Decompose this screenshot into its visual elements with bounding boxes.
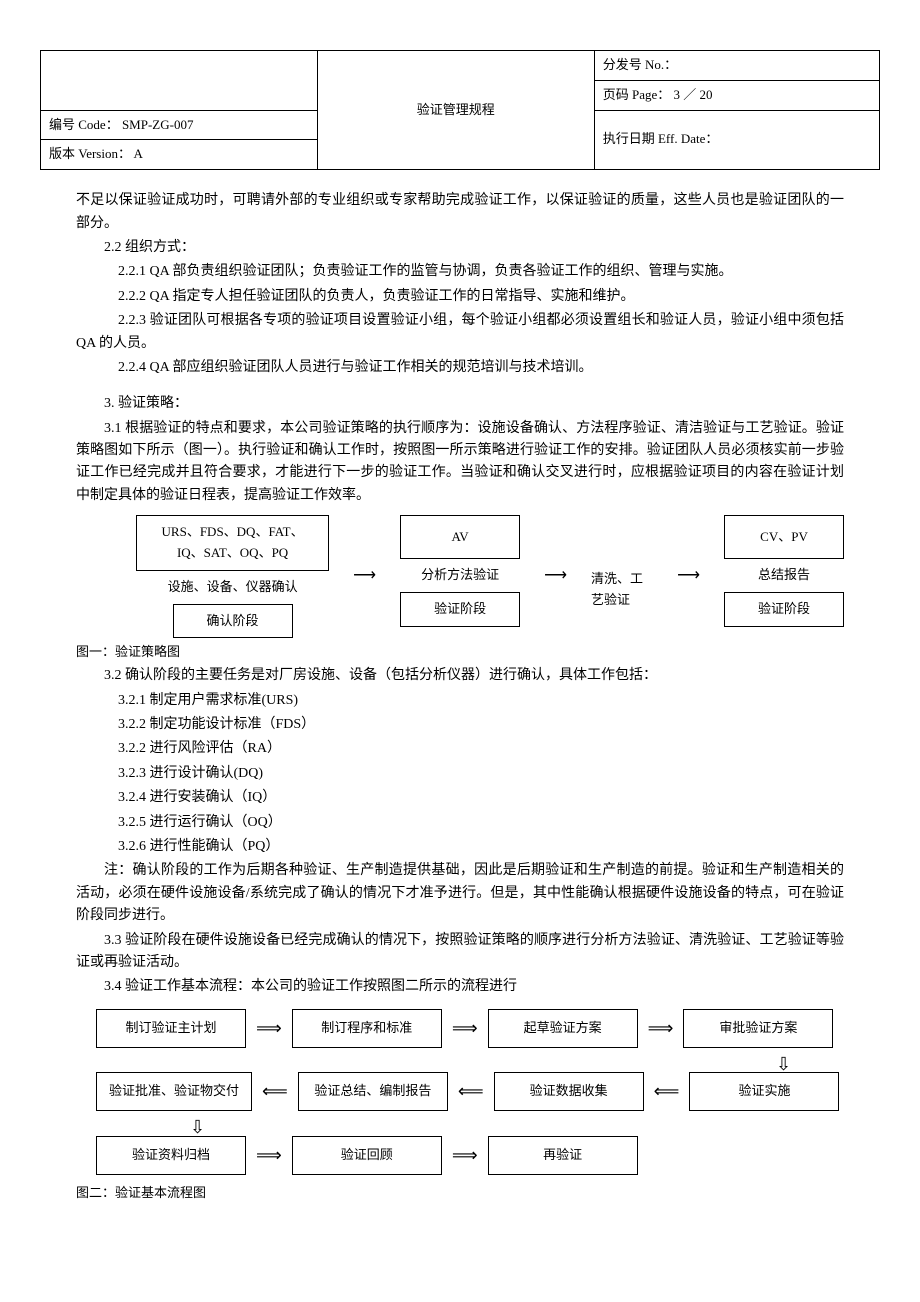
section-3-2-1: 3.2.1 制定用户需求标准(URS) xyxy=(76,690,844,712)
arrow-right-icon: ⟶ xyxy=(677,563,700,589)
d1-box-av: AV xyxy=(400,515,520,559)
d1-box-cvpv: CV、PV xyxy=(724,515,844,559)
d1-col3: 清洗、工艺验证 xyxy=(591,515,653,613)
section-2-2: 2.2 组织方式： xyxy=(76,237,844,259)
d1-label-2: 分析方法验证 xyxy=(421,563,499,588)
section-3-1: 3.1 根据验证的特点和要求，本公司验证策略的执行顺序为：设施设备确认、方法程序… xyxy=(76,418,844,508)
section-3-2-6: 3.2.6 进行性能确认（PQ） xyxy=(76,836,844,858)
document-title: 验证管理规程 xyxy=(317,51,594,170)
section-3: 3. 验证策略： xyxy=(76,393,844,415)
section-3-2-4: 3.2.4 进行安装确认（IQ） xyxy=(76,787,844,809)
section-3-4: 3.4 验证工作基本流程：本公司的验证工作按照图二所示的流程进行 xyxy=(76,976,844,998)
d1-col2: AV 分析方法验证 验证阶段 xyxy=(400,515,520,627)
arrow-left-icon: ⟸ xyxy=(458,1077,484,1106)
arrow-right-icon: ⟹ xyxy=(256,1014,282,1043)
arrow-right-icon: ⟶ xyxy=(544,563,567,589)
d2-box-approve: 审批验证方案 xyxy=(683,1009,833,1048)
version-cell: 版本 Version： A xyxy=(41,140,318,170)
workflow-diagram: 制订验证主计划 ⟹ 制订程序和标准 ⟹ 起草验证方案 ⟹ 审批验证方案 ⇩ 验证… xyxy=(96,1009,844,1175)
d1-col1: URS、FDS、DQ、FAT、IQ、SAT、OQ、PQ 设施、设备、仪器确认 确… xyxy=(136,515,329,638)
d2-box-draft: 起草验证方案 xyxy=(488,1009,638,1048)
arrow-right-icon: ⟹ xyxy=(452,1141,478,1170)
d2-row2: 验证批准、验证物交付 ⟸ 验证总结、编制报告 ⟸ 验证数据收集 ⟸ 验证实施 xyxy=(96,1072,844,1111)
section-2-2-1: 2.2.1 QA 部负责组织验证团队；负责验证工作的监管与协调，负责各验证工作的… xyxy=(76,261,844,283)
section-3-2-note: 注：确认阶段的工作为后期各种验证、生产制造提供基础，因此是后期验证和生产制造的前… xyxy=(76,860,844,927)
page-label: 页码 Page： xyxy=(603,87,671,102)
diagram1-caption: 图一：验证策略图 xyxy=(76,642,844,663)
d1-box-verify1: 验证阶段 xyxy=(400,592,520,627)
arrow-right-icon: ⟹ xyxy=(256,1141,282,1170)
version-label: 版本 Version： xyxy=(49,146,131,161)
d2-row1: 制订验证主计划 ⟹ 制订程序和标准 ⟹ 起草验证方案 ⟹ 审批验证方案 xyxy=(96,1009,844,1048)
document-header-table: 验证管理规程 分发号 No.： 页码 Page： 3 ／ 20 编号 Code：… xyxy=(40,50,880,170)
d2-box-reverify: 再验证 xyxy=(488,1136,638,1175)
arrow-left-icon: ⟸ xyxy=(654,1077,680,1106)
section-2-2-4: 2.2.4 QA 部应组织验证团队人员进行与验证工作相关的规范培训与技术培训。 xyxy=(76,357,844,379)
d1-col4: CV、PV 总结报告 验证阶段 xyxy=(724,515,844,627)
arrow-left-icon: ⟸ xyxy=(262,1077,288,1106)
arrow-right-icon: ⟶ xyxy=(353,563,376,589)
d2-box-collect: 验证数据收集 xyxy=(494,1072,644,1111)
arrow-right-icon: ⟹ xyxy=(452,1014,478,1043)
d2-box-report: 验证总结、编制报告 xyxy=(298,1072,448,1111)
d1-arrow-2: ⟶ xyxy=(540,515,571,589)
d1-label-1: 设施、设备、仪器确认 xyxy=(168,575,298,600)
section-3-2-2: 3.2.2 制定功能设计标准（FDS） xyxy=(76,714,844,736)
arrow-right-icon: ⟹ xyxy=(648,1014,674,1043)
d1-label-3: 清洗、工艺验证 xyxy=(591,567,653,613)
dist-no-cell: 分发号 No.： xyxy=(594,51,879,81)
eff-date-cell: 执行日期 Eff. Date： xyxy=(594,110,879,170)
code-cell: 编号 Code： SMP-ZG-007 xyxy=(41,110,318,140)
d1-box-confirm: 确认阶段 xyxy=(173,604,293,639)
section-3-2-5: 3.2.5 进行运行确认（OQ） xyxy=(76,812,844,834)
d2-box-plan: 制订验证主计划 xyxy=(96,1009,246,1048)
section-2-2-2: 2.2.2 QA 指定专人担任验证团队的负责人，负责验证工作的日常指导、实施和维… xyxy=(76,286,844,308)
diagram2-caption: 图二：验证基本流程图 xyxy=(76,1183,844,1204)
document-body: 不足以保证验证成功时，可聘请外部的专业组织或专家帮助完成验证工作，以保证验证的质… xyxy=(40,190,880,1203)
section-3-2: 3.2 确认阶段的主要任务是对厂房设施、设备（包括分析仪器）进行确认，具体工作包… xyxy=(76,665,844,687)
d2-box-deliver: 验证批准、验证物交付 xyxy=(96,1072,252,1111)
code-label: 编号 Code： xyxy=(49,117,119,132)
page-cell: 页码 Page： 3 ／ 20 xyxy=(594,80,879,110)
d1-arrow-3: ⟶ xyxy=(673,515,704,589)
d1-arrow-1: ⟶ xyxy=(349,515,380,589)
d2-row3: 验证资料归档 ⟹ 验证回顾 ⟹ 再验证 xyxy=(96,1136,844,1175)
d1-label-4: 总结报告 xyxy=(758,563,810,588)
section-3-2-3: 3.2.3 进行设计确认(DQ) xyxy=(76,763,844,785)
d2-box-std: 制订程序和标准 xyxy=(292,1009,442,1048)
section-2-2-3: 2.2.3 验证团队可根据各专项的验证项目设置验证小组，每个验证小组都必须设置组… xyxy=(76,310,844,355)
d1-box-urs: URS、FDS、DQ、FAT、IQ、SAT、OQ、PQ xyxy=(136,515,329,571)
version-value: A xyxy=(134,146,143,161)
section-3-3: 3.3 验证阶段在硬件设施设备已经完成确认的情况下，按照验证策略的顺序进行分析方… xyxy=(76,930,844,975)
d1-box-verify2: 验证阶段 xyxy=(724,592,844,627)
header-blank xyxy=(41,51,318,111)
d2-box-execute: 验证实施 xyxy=(689,1072,839,1111)
d2-box-review: 验证回顾 xyxy=(292,1136,442,1175)
section-3-2-2b: 3.2.2 进行风险评估（RA） xyxy=(76,738,844,760)
code-value: SMP-ZG-007 xyxy=(122,117,194,132)
d2-box-archive: 验证资料归档 xyxy=(96,1136,246,1175)
page-value: 3 ／ 20 xyxy=(674,87,713,102)
strategy-diagram: URS、FDS、DQ、FAT、IQ、SAT、OQ、PQ 设施、设备、仪器确认 确… xyxy=(136,515,844,638)
paragraph-intro: 不足以保证验证成功时，可聘请外部的专业组织或专家帮助完成验证工作，以保证验证的质… xyxy=(76,190,844,235)
